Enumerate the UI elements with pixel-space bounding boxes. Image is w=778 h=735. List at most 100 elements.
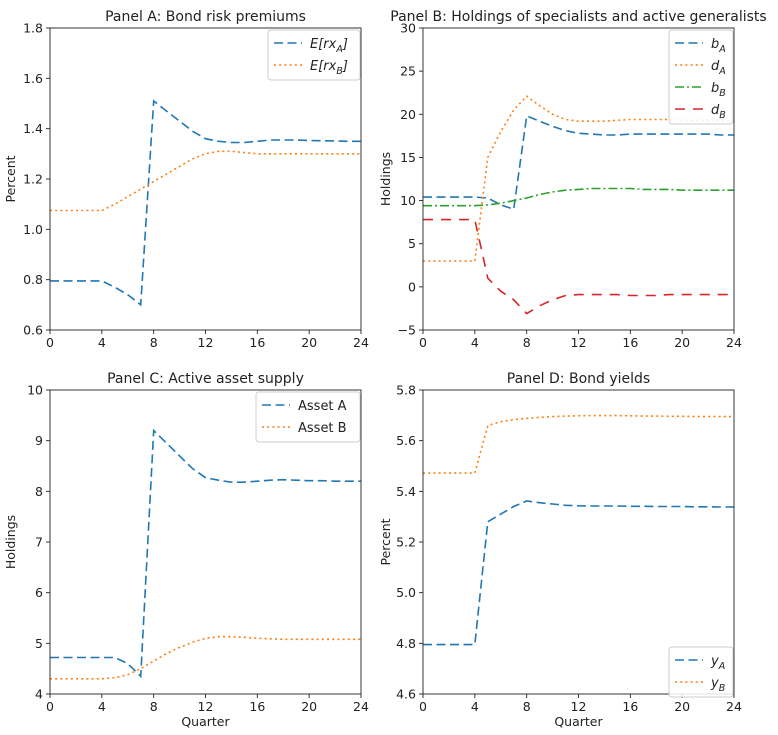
x-tick-label-3-4: 16 <box>622 699 638 714</box>
series-line-0-1 <box>50 150 361 212</box>
y-tick-label-3-6: 5.8 <box>396 383 416 398</box>
x-tick-label-1-6: 24 <box>726 335 742 350</box>
x-tick-label-1-1: 4 <box>471 335 479 350</box>
legend-0: E[rxA]E[rxB] <box>267 29 361 81</box>
y-tick-label-0-3: 1.2 <box>23 172 43 187</box>
chart-panel-3: 0 4 8 12 16 20 24 4.6 4.8 5.0 5.2 5.4 5.6 5.8 Panel D:… <box>378 371 742 729</box>
x-axis-label-2: Quarter <box>181 714 230 729</box>
y-tick-label-1-7: 30 <box>400 21 416 36</box>
y-tick-label-0-1: 0.8 <box>23 272 43 287</box>
series-line-1-2 <box>423 187 734 207</box>
panel-title-2: Panel C: Active asset supply <box>107 371 304 387</box>
legend-sub-1-1: A <box>718 66 726 77</box>
x-tick-label-3-0: 0 <box>419 699 427 714</box>
legend-tail-0-1: ] <box>342 59 348 74</box>
legend-2: Asset A Asset B <box>255 391 361 443</box>
x-tick-label-2-2: 8 <box>150 699 158 714</box>
y-tick-label-1-4: 15 <box>400 150 416 165</box>
y-tick-label-2-6: 10 <box>27 383 43 398</box>
y-tick-label-2-0: 4 <box>35 687 43 702</box>
legend-label-1-1: dA <box>711 59 726 77</box>
y-axis-label-3: Percent <box>378 518 393 565</box>
x-tick-label-1-5: 20 <box>674 335 690 350</box>
legend-main-1-3: d <box>711 103 720 118</box>
y-tick-label-3-1: 4.8 <box>396 636 416 651</box>
chart-panel-0: 0 4 8 12 16 20 24 0.6 0.8 1.0 1.2 1.4 1.6 1.8 Panel A:… <box>3 9 369 350</box>
panel-title-3: Panel D: Bond yields <box>507 371 650 387</box>
y-tick-label-1-0: −5 <box>398 323 416 338</box>
y-tick-label-0-0: 0.6 <box>23 323 43 338</box>
x-tick-label-0-3: 12 <box>198 335 214 350</box>
y-axis-label-1: Holdings <box>378 152 393 206</box>
legend-label-0-1: E[rxB] <box>310 59 348 77</box>
legend-sub-3-1: B <box>719 683 726 694</box>
x-tick-label-3-5: 20 <box>674 699 690 714</box>
y-tick-label-3-3: 5.2 <box>396 535 416 550</box>
y-tick-label-2-2: 6 <box>35 585 43 600</box>
y-axis-label-2: Holdings <box>3 515 18 569</box>
series-line-1-0 <box>423 114 734 211</box>
y-axis-label-0: Percent <box>3 155 18 202</box>
legend-label-2-0: Asset A <box>298 399 347 414</box>
legend-label-1-0: bA <box>711 37 726 55</box>
y-tick-label-3-0: 4.6 <box>396 687 416 702</box>
legend-label-3-1: yB <box>710 676 725 694</box>
x-tick-label-1-3: 12 <box>571 335 587 350</box>
x-tick-label-0-6: 24 <box>353 335 369 350</box>
y-tick-label-0-5: 1.6 <box>23 71 43 86</box>
legend-label-0-0: E[rxA] <box>310 37 348 55</box>
legend-sub-3-0: A <box>718 661 726 672</box>
legend-label-1-2: bB <box>711 81 726 99</box>
x-tick-label-2-3: 12 <box>198 699 214 714</box>
series-line-2-0 <box>50 428 361 679</box>
y-tick-label-2-5: 9 <box>35 433 43 448</box>
x-tick-label-3-3: 12 <box>571 699 587 714</box>
y-tick-label-2-4: 8 <box>35 484 43 499</box>
y-tick-label-1-2: 5 <box>408 236 416 251</box>
x-tick-label-2-1: 4 <box>98 699 106 714</box>
x-tick-label-2-6: 24 <box>353 699 369 714</box>
legend-main-3-0: y <box>710 654 719 669</box>
x-tick-label-0-4: 16 <box>249 335 265 350</box>
x-tick-label-2-5: 20 <box>301 699 317 714</box>
panel-title-0: Panel A: Bond risk premiums <box>105 9 306 25</box>
legend-main-0-1: E[rx <box>310 59 337 74</box>
legend-sub-1-2: B <box>719 88 726 99</box>
x-tick-label-2-0: 0 <box>46 699 54 714</box>
series-line-3-0 <box>423 500 734 646</box>
legend-label-2-1: Asset B <box>298 421 347 436</box>
y-tick-label-1-5: 20 <box>400 107 416 122</box>
legend-main-0-0: E[rx <box>310 37 337 52</box>
legend-main-1-2: b <box>711 81 719 96</box>
legend-main-1-0: b <box>711 37 719 52</box>
y-tick-label-0-4: 1.4 <box>23 121 43 136</box>
legend-box-3 <box>668 646 734 698</box>
x-tick-label-0-5: 20 <box>301 335 317 350</box>
legend-sub-0-1: B <box>336 66 343 77</box>
x-tick-label-3-1: 4 <box>471 699 479 714</box>
series-line-1-1 <box>423 95 734 262</box>
series-line-2-1 <box>50 635 361 680</box>
legend-main-3-1: y <box>710 676 719 691</box>
y-tick-label-2-1: 5 <box>35 636 43 651</box>
y-tick-label-0-2: 1.0 <box>23 222 43 237</box>
y-tick-label-2-3: 7 <box>35 535 43 550</box>
x-tick-label-2-4: 16 <box>249 699 265 714</box>
legend-box-1 <box>668 29 734 125</box>
x-tick-label-3-2: 8 <box>523 699 531 714</box>
legend-sub-1-3: B <box>719 110 726 121</box>
legend-label-1-3: dB <box>711 103 726 121</box>
series-line-1-3 <box>423 218 734 315</box>
panel-title-1: Panel B: Holdings of specialists and act… <box>390 9 766 25</box>
x-tick-label-1-2: 8 <box>523 335 531 350</box>
legend-sub-0-0: A <box>335 44 343 55</box>
x-axis-label-3: Quarter <box>554 714 603 729</box>
y-tick-label-0-6: 1.8 <box>23 21 43 36</box>
y-tick-label-1-3: 10 <box>400 193 416 208</box>
legend-label-3-0: yA <box>710 654 725 672</box>
y-tick-label-3-4: 5.4 <box>396 484 416 499</box>
legend-main-1-1: d <box>711 59 720 74</box>
x-tick-label-3-6: 24 <box>726 699 742 714</box>
